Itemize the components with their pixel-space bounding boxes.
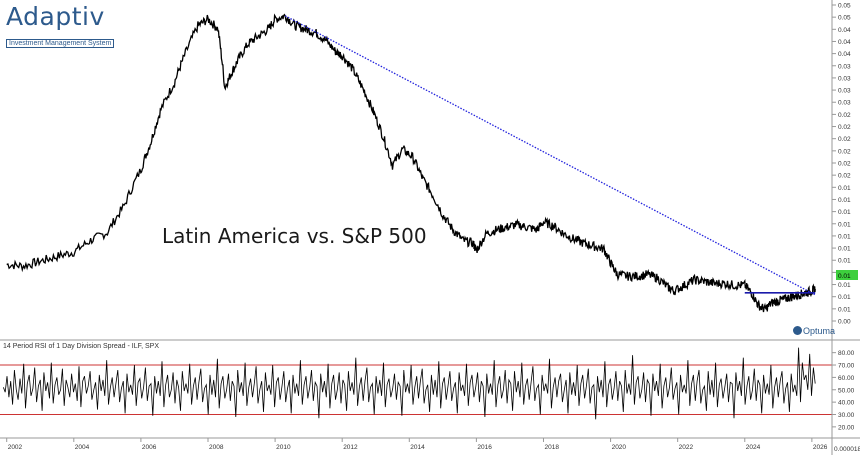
price-tick-label: 0.03 bbox=[838, 100, 851, 107]
price-tick-label: 0.02 bbox=[838, 112, 851, 119]
price-tick-label: 0.04 bbox=[838, 39, 851, 46]
x-tick-label: 2022 bbox=[679, 444, 694, 451]
price-panel bbox=[6, 13, 816, 313]
price-tick-label: 0.01 bbox=[838, 197, 851, 204]
price-tick-label: 0.05 bbox=[838, 3, 851, 10]
rsi-tick-label: 30.00 bbox=[838, 412, 855, 419]
rsi-tick-label: 40.00 bbox=[838, 400, 855, 407]
logo-name: Adaptiv bbox=[6, 2, 105, 31]
rsi-tick-label: 20.00 bbox=[838, 424, 855, 431]
price-tick-label: 0.03 bbox=[838, 63, 851, 70]
price-tick-label: 0.01 bbox=[838, 233, 851, 240]
last-value-badge bbox=[836, 270, 858, 280]
rsi-panel bbox=[0, 347, 832, 420]
price-series-line bbox=[6, 13, 816, 313]
x-tick-label: 2016 bbox=[477, 444, 492, 451]
x-tick-label: 2010 bbox=[276, 444, 291, 451]
watermark: Optuma bbox=[793, 326, 835, 336]
price-tick-label: 0.03 bbox=[838, 75, 851, 82]
rsi-tick-label: 50.00 bbox=[838, 387, 855, 394]
price-tick-label: 0.03 bbox=[838, 88, 851, 95]
rsi-panel-title: 14 Period RSI of 1 Day Division Spread -… bbox=[3, 343, 160, 350]
price-tick-label: 0.05 bbox=[838, 15, 851, 22]
price-tick-label: 0.01 bbox=[838, 258, 851, 265]
x-tick-label: 2018 bbox=[544, 444, 559, 451]
x-tick-label: 2004 bbox=[75, 444, 90, 451]
price-tick-label: 0.01 bbox=[838, 209, 851, 216]
corner-label: 0.000018 bbox=[834, 446, 860, 453]
x-tick-label: 2002 bbox=[8, 444, 23, 451]
price-tick-label: 0.04 bbox=[838, 27, 851, 34]
logo: Adaptiv Investment Management System bbox=[6, 2, 115, 50]
x-tick-label: 2026 bbox=[813, 444, 828, 451]
watermark-text: Optuma bbox=[803, 326, 836, 336]
chart-title: Latin America vs. S&P 500 bbox=[162, 224, 427, 248]
price-tick-label: 0.02 bbox=[838, 161, 851, 168]
price-tick-label: 0.00 bbox=[838, 319, 851, 326]
rsi-tick-label: 60.00 bbox=[838, 375, 855, 382]
rsi-tick-label: 70.00 bbox=[838, 363, 855, 370]
logo-tagline: Investment Management System bbox=[6, 39, 115, 48]
price-tick-label: 0.01 bbox=[838, 294, 851, 301]
price-tick-label: 0.01 bbox=[838, 221, 851, 228]
price-tick-label: 0.02 bbox=[838, 124, 851, 131]
price-tick-label: 0.01 bbox=[838, 246, 851, 253]
x-tick-label: 2020 bbox=[612, 444, 627, 451]
x-tick-label: 2008 bbox=[209, 444, 224, 451]
x-tick-label: 2024 bbox=[746, 444, 761, 451]
price-tick-label: 0.02 bbox=[838, 148, 851, 155]
price-tick-label: 0.04 bbox=[838, 51, 851, 58]
price-tick-label: 0.02 bbox=[838, 173, 851, 180]
price-tick-label: 0.01 bbox=[838, 282, 851, 289]
x-tick-label: 2014 bbox=[410, 444, 425, 451]
rsi-series-line bbox=[3, 347, 816, 420]
x-tick-label: 2006 bbox=[142, 444, 157, 451]
rsi-tick-label: 80.00 bbox=[838, 350, 855, 357]
last-value-label: 0.01 bbox=[838, 273, 851, 280]
price-tick-label: 0.01 bbox=[838, 306, 851, 313]
optuma-logo-icon bbox=[793, 326, 802, 335]
price-tick-label: 0.01 bbox=[838, 185, 851, 192]
downtrend-line bbox=[284, 15, 816, 296]
x-tick-label: 2012 bbox=[343, 444, 358, 451]
price-tick-label: 0.02 bbox=[838, 136, 851, 143]
